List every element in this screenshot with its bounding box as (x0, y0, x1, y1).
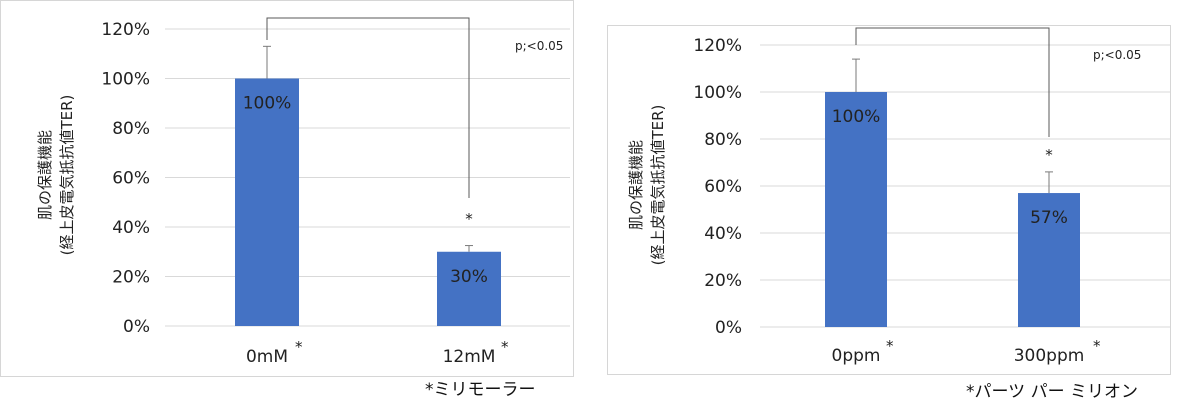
chart-left-svg: 0% 20% 40% 60% 80% 100% 120% 肌の保護機能 (経上皮電気抵抗値TER… (36, 17, 570, 367)
right-y-tick-label: 0% (715, 318, 742, 338)
left-y-tick-label: 60% (112, 169, 150, 189)
left-category-label: 12mM (443, 347, 496, 367)
left-y-tick-label: 80% (112, 119, 150, 139)
left-y-tick-label: 120% (101, 20, 150, 40)
right-category-label: 300ppm (1014, 346, 1085, 366)
left-y-tick-label: 20% (112, 268, 150, 288)
right-data-label: 57% (1030, 208, 1068, 228)
left-significance-bracket (266, 17, 470, 198)
right-y-tick-label: 120% (693, 36, 742, 56)
chart-right: 0% 20% 40% 60% 80% 100% 120% 肌の保護機能 (経上皮電気抵抗値TER… (595, 0, 1177, 402)
chart-right-svg: 0% 20% 40% 60% 80% 100% 120% 肌の保護機能 (経上皮電気抵抗値TER… (627, 27, 1170, 366)
chart-left-footnote: *ミリモーラー (425, 380, 536, 400)
left-category-label: 0mM (246, 347, 288, 367)
right-y-tick-label: 100% (693, 83, 742, 103)
left-p-value-annotation: p;<0.05 (515, 39, 563, 53)
left-category-mark: * (295, 338, 303, 356)
right-significance-bracket (855, 27, 1050, 137)
left-y-tick-label: 0% (123, 317, 150, 337)
left-y-axis-label: 肌の保護機能 (36, 130, 54, 220)
right-y-axis-label: 肌の保護機能 (627, 140, 645, 230)
left-data-label: 30% (450, 267, 488, 287)
right-category-label: 0ppm (832, 346, 881, 366)
left-significance-star: * (465, 210, 473, 228)
right-y-axis-label: (経上皮電気抵抗値TER) (649, 105, 667, 266)
left-y-axis-label: (経上皮電気抵抗値TER) (58, 95, 76, 256)
right-y-tick-label: 60% (704, 177, 742, 197)
right-y-tick-label: 40% (704, 224, 742, 244)
right-significance-star: * (1045, 146, 1053, 164)
right-category-mark: * (1093, 337, 1101, 355)
right-data-label: 100% (832, 107, 881, 127)
left-y-tick-label: 40% (112, 218, 150, 238)
right-bar (1018, 193, 1080, 327)
chart-left: 0% 20% 40% 60% 80% 100% 120% 肌の保護機能 (経上皮電気抵抗値TER… (0, 0, 575, 400)
left-y-tick-label: 100% (101, 70, 150, 90)
right-category-mark: * (886, 337, 894, 355)
right-y-tick-label: 80% (704, 130, 742, 150)
left-bar (437, 251, 501, 326)
right-p-value-annotation: p;<0.05 (1093, 48, 1141, 62)
right-y-tick-label: 20% (704, 271, 742, 291)
chart-right-footnote: *パーツ パー ミリオン (966, 382, 1138, 402)
left-bar (235, 78, 299, 326)
left-category-mark: * (501, 338, 509, 356)
left-data-label: 100% (243, 94, 292, 114)
right-bar (825, 92, 887, 327)
